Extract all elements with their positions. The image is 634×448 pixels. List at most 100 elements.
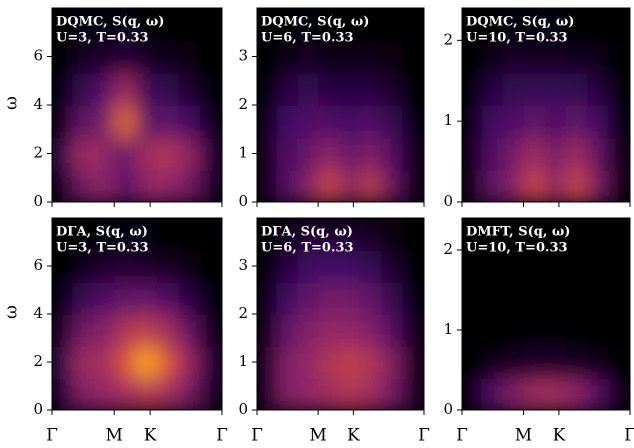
cell [257,168,279,202]
cell [381,168,405,202]
cell [339,71,363,106]
cell [72,345,96,379]
cell [381,313,405,347]
cell [545,345,568,379]
cell [381,345,405,379]
cell [402,313,424,347]
cell [318,8,342,42]
cell [524,136,547,171]
cell [503,345,526,379]
plot-area [52,218,222,410]
cell [587,136,610,171]
cell [257,8,279,42]
cell [318,136,342,171]
x-tick-label: Γ [46,426,58,446]
cell [318,377,342,410]
cell [297,8,321,42]
cell [566,377,589,410]
cell [157,218,181,251]
cell [72,39,96,74]
cell [524,249,547,283]
cell [199,377,222,410]
cell [276,136,300,171]
x-tick-label: Γ [418,426,430,446]
cell [339,313,363,347]
cell [178,218,202,251]
cell [276,281,300,315]
cell [339,39,363,74]
cell [114,168,138,202]
cell [52,313,75,347]
cell [482,71,505,106]
cell [318,71,342,106]
cell [545,71,568,106]
cell [608,249,630,283]
cell [587,168,610,202]
plot-area [462,218,630,410]
cell [178,345,202,379]
cell [72,249,96,283]
cell [381,377,405,410]
cell [503,39,526,74]
cell [157,8,181,42]
cell [199,281,222,315]
cell [524,313,547,347]
x-tick-label: Γ [456,426,468,446]
cell [257,104,279,139]
cell [608,39,630,74]
y-tick-label: 2 [33,352,43,370]
cell [297,281,321,315]
cell [199,104,222,139]
cell [360,168,384,202]
cell [178,39,202,74]
cell [297,104,321,139]
cell [318,249,342,283]
y-tick-label: 0 [238,400,248,418]
cell [297,39,321,74]
cell [587,218,610,251]
cell [257,281,279,315]
cell [381,8,405,42]
cell [482,136,505,171]
cell [136,313,160,347]
panel-subtitle: U=6, T=0.33 [261,241,354,256]
y-tick-label: 2 [238,304,248,322]
cell [608,281,630,315]
cell [545,168,568,202]
plot-area [257,218,424,410]
cell [297,377,321,410]
cell [381,136,405,171]
cell [402,71,424,106]
cell [462,281,484,315]
cell [503,104,526,139]
panel: 0 1 2 3 Γ M K Γ DΓA, S(q, ω)U=6, T=0.33 [238,217,430,446]
cell [136,71,160,106]
y-tick-label: 2 [443,240,453,258]
cell [157,377,181,410]
cell [276,104,300,139]
cell [114,8,138,42]
cell [381,104,405,139]
cell [72,71,96,106]
panel-subtitle: U=3, T=0.33 [56,241,149,256]
x-tick-label: M [106,426,123,446]
cell [136,8,160,42]
cell [297,136,321,171]
cell [114,377,138,410]
x-tick-label: Γ [251,426,263,446]
cell [93,377,117,410]
cell [178,104,202,139]
cell [93,313,117,347]
cell [339,136,363,171]
cell [587,313,610,347]
cell [257,345,279,379]
cell [297,345,321,379]
cell [93,249,117,283]
cell [503,377,526,410]
cell [360,8,384,42]
cell [199,71,222,106]
cell [381,249,405,283]
cell [114,39,138,74]
cell [178,281,202,315]
cell [297,313,321,347]
